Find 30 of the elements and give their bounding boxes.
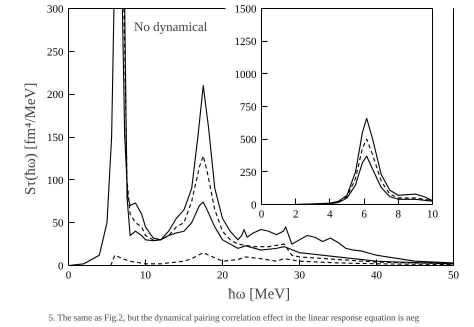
x-tick-label: 8 bbox=[396, 208, 402, 220]
text: No dynamical bbox=[134, 19, 208, 34]
y-tick-label: 100 bbox=[47, 174, 64, 187]
x-axis-title: ħω [MeV] bbox=[228, 286, 290, 302]
x-tick-label: 2 bbox=[292, 208, 298, 220]
text: 5. The same as Fig.2, but the dynamical pairing correlation effect in the linear response equation is neg bbox=[48, 312, 420, 322]
y-tick-label: 500 bbox=[240, 134, 257, 146]
x-tick-label: 20 bbox=[217, 270, 228, 282]
x-tick-label: 50 bbox=[448, 270, 460, 282]
y-tick-label: 300 bbox=[47, 4, 64, 16]
y-tick-label: 0 bbox=[251, 200, 257, 212]
y-tick-label: 750 bbox=[240, 102, 257, 114]
y-tick-label: 250 bbox=[240, 166, 257, 179]
x-tick-label: 4 bbox=[327, 208, 334, 220]
y-tick-label: 250 bbox=[47, 46, 64, 58]
y-tick-label: 1000 bbox=[234, 68, 257, 81]
y-tick-label: 1250 bbox=[234, 36, 257, 48]
x-tick-label: 10 bbox=[140, 270, 152, 282]
y-tick-label: 150 bbox=[47, 132, 64, 144]
x-tick-label: 0 bbox=[66, 270, 72, 282]
x-tick-label: 0 bbox=[258, 208, 265, 220]
y-tick-label: 200 bbox=[47, 89, 64, 102]
x-tick-label: 40 bbox=[371, 270, 382, 282]
y-tick-label: 1500 bbox=[234, 4, 257, 16]
y-tick-label: 50 bbox=[52, 218, 64, 230]
y-axis-title: Sτ(ħω) [fm⁴/MeV] bbox=[23, 82, 39, 196]
x-tick-label: 6 bbox=[361, 208, 368, 220]
y-tick-label: 0 bbox=[58, 260, 64, 272]
x-tick-label: 10 bbox=[427, 208, 438, 220]
x-tick-label: 30 bbox=[294, 270, 306, 282]
